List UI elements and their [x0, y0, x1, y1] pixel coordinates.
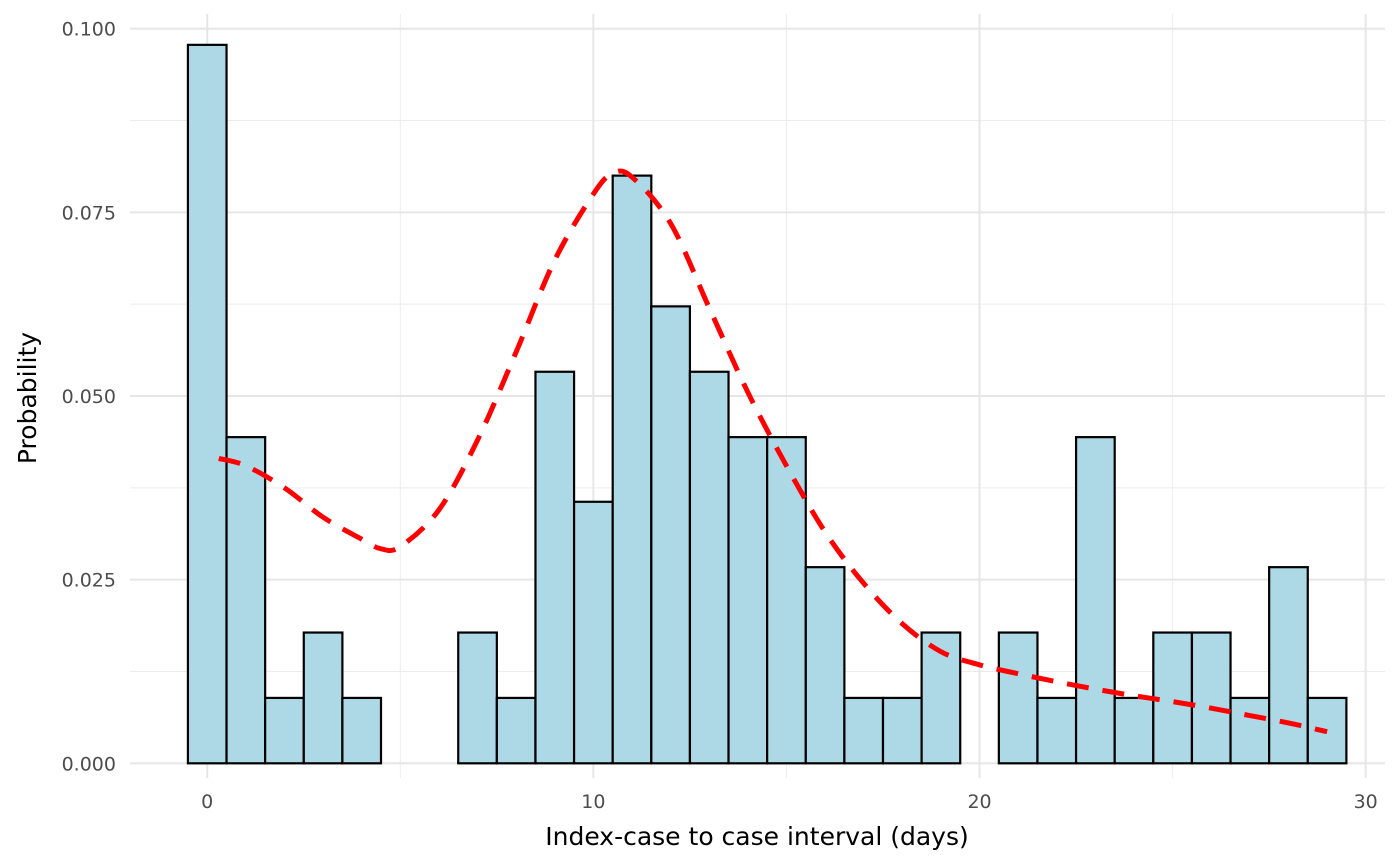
histogram-bar — [881, 696, 923, 765]
x-tick-label: 0 — [201, 791, 213, 813]
histogram-bar — [997, 631, 1039, 765]
histogram-bar — [186, 43, 228, 765]
histogram-bar — [1190, 631, 1232, 765]
x-axis-title: Index-case to case interval (days) — [545, 822, 969, 851]
density-fit-line — [218, 168, 1328, 735]
histogram-bar — [1074, 436, 1116, 765]
histogram-bar — [1113, 696, 1155, 765]
histogram-bar — [225, 436, 267, 765]
y-tick-label: 0.025 — [62, 570, 116, 592]
histogram-bar — [727, 436, 769, 765]
y-axis-ticks: 0.000 0.025 0.050 0.075 0.100 — [62, 19, 116, 776]
histogram-bar — [650, 305, 692, 765]
histogram-bar — [804, 566, 846, 765]
y-axis-title: Probability — [13, 332, 42, 464]
histogram-bar — [264, 696, 305, 765]
histogram-bar — [843, 696, 885, 765]
histogram-bar — [534, 370, 576, 765]
y-tick-label: 0.000 — [62, 753, 116, 775]
histogram-bar — [1229, 696, 1271, 765]
histogram-bar — [1036, 696, 1078, 765]
histogram-bar — [611, 174, 653, 765]
y-tick-label: 0.050 — [62, 386, 116, 408]
histogram-bar — [688, 370, 730, 765]
histogram-bar — [302, 631, 344, 765]
histogram-bar — [572, 500, 614, 765]
histogram-bar — [495, 696, 537, 765]
histogram-bar — [457, 631, 498, 765]
histogram-bar — [341, 696, 383, 765]
x-tick-label: 30 — [1354, 791, 1378, 813]
y-tick-label: 0.075 — [62, 202, 116, 224]
x-tick-label: 20 — [967, 791, 991, 813]
x-tick-label: 10 — [581, 791, 605, 813]
histogram-bar — [1268, 566, 1309, 765]
x-axis-ticks: 0 10 20 30 — [201, 791, 1378, 813]
y-tick-label: 0.100 — [62, 19, 116, 41]
